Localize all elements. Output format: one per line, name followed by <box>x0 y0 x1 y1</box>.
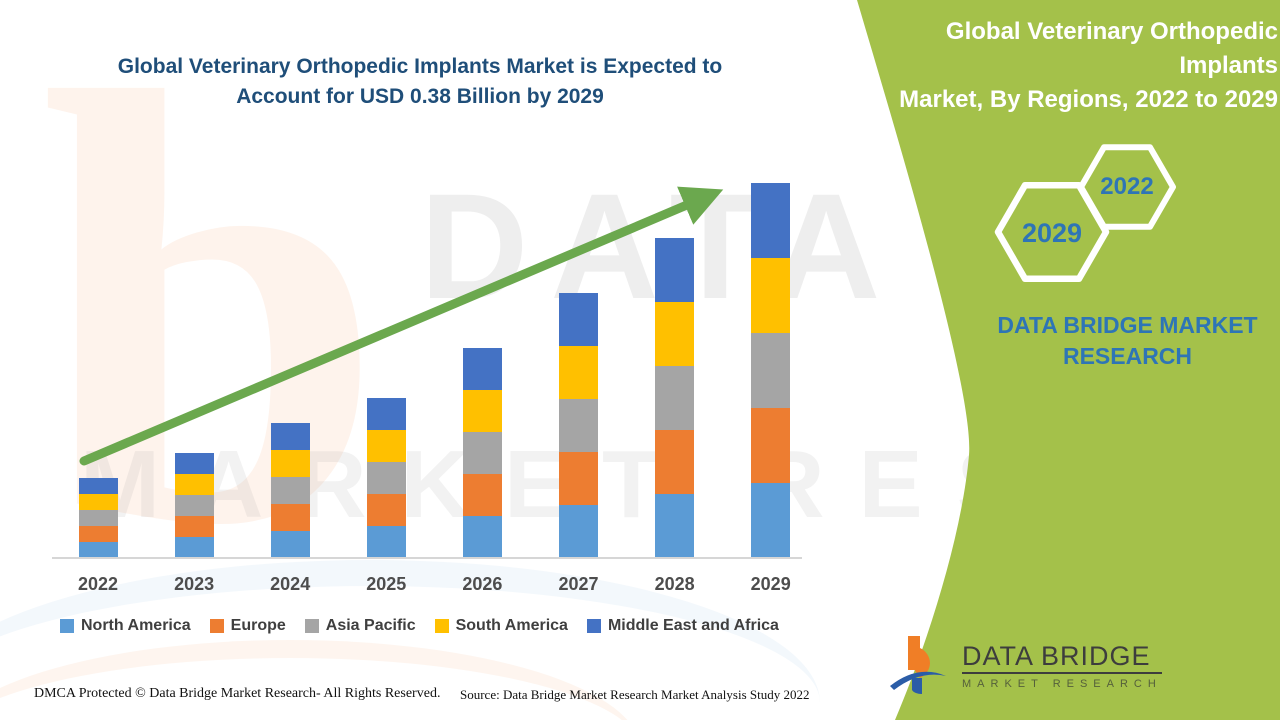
bar-2029-segment-asia-pacific <box>751 333 791 408</box>
legend-label: Asia Pacific <box>325 617 416 634</box>
legend-swatch <box>586 619 601 633</box>
legend-item-europe: Europe <box>209 617 286 635</box>
data-bridge-logo-text: DATA BRIDGE MARKET RESEARCH <box>962 642 1162 690</box>
legend-item-south-america: South America <box>434 617 568 635</box>
chart-legend: North America Europe Asia Pacific South Ame… <box>60 617 850 635</box>
legend-swatch <box>434 619 449 633</box>
x-axis-line <box>52 557 802 559</box>
bar-2022 <box>78 478 118 558</box>
bar-2026-segment-north-america <box>462 516 502 558</box>
bar-2029-segment-south-america <box>751 258 791 333</box>
data-bridge-logo: DATA BRIDGE MARKET RESEARCH <box>888 634 1162 698</box>
legend-swatch <box>60 619 74 633</box>
bar-2023-segment-europe <box>174 516 214 537</box>
x-axis-label-2028: 2028 <box>654 574 695 594</box>
bar-2023-segment-south-america <box>174 474 214 495</box>
data-bridge-logo-icon <box>890 636 946 695</box>
legend-label: North America <box>81 617 191 634</box>
bar-2024-segment-europe <box>270 504 310 531</box>
side-panel-title-line1: Global Veterinary Orthopedic Implants <box>945 18 1278 79</box>
logo-subname: MARKET RESEARCH <box>962 678 1162 690</box>
x-axis-label-2024: 2024 <box>270 574 311 594</box>
bar-2029 <box>751 183 791 558</box>
bar-2029-segment-north-america <box>751 483 791 558</box>
chart-title-line1: Global Veterinary Orthopedic Implants Ma… <box>117 55 723 78</box>
legend-item-north-america: North America <box>60 617 191 635</box>
x-axis-label-2025: 2025 <box>366 574 407 594</box>
bar-2029-segment-middle-east-and-africa <box>751 183 791 258</box>
bar-2029-segment-europe <box>751 408 791 483</box>
bar-2022-segment-south-america <box>78 494 118 510</box>
legend-label: Europe <box>230 617 286 634</box>
bar-2024-segment-asia-pacific <box>270 477 310 504</box>
legend-label: South America <box>455 617 568 634</box>
x-axis-label-2026: 2026 <box>462 574 503 594</box>
legend-label: Middle East and Africa <box>607 617 779 634</box>
bar-2023-segment-asia-pacific <box>174 495 214 516</box>
side-panel-title-line2: Market, By Regions, 2022 to 2029 <box>899 86 1278 113</box>
legend-swatch <box>304 619 319 633</box>
dmca-notice: DMCA Protected © Data Bridge Market Rese… <box>34 686 441 701</box>
hexagon-2022-label: 2022 <box>1100 173 1154 200</box>
bar-2025-segment-north-america <box>366 526 406 558</box>
chart-title: Global Veterinary Orthopedic Implants Ma… <box>30 52 810 112</box>
logo-name: DATA BRIDGE <box>962 642 1162 674</box>
side-panel-title: Global Veterinary Orthopedic Implants Ma… <box>858 15 1278 117</box>
chart-title-line2: Account for USD 0.38 Billion by 2029 <box>236 85 604 108</box>
bar-2023-segment-north-america <box>174 537 214 558</box>
x-axis-label-2022: 2022 <box>77 574 119 594</box>
legend-item-middle-east-and-africa: Middle East and Africa <box>586 617 779 635</box>
bar-2028-segment-north-america <box>655 494 695 558</box>
x-axis-label-2027: 2027 <box>558 574 599 594</box>
bar-2027-segment-north-america <box>559 505 598 558</box>
bar-2024-segment-north-america <box>270 531 310 558</box>
hexagon-2029-label: 2029 <box>1021 218 1083 248</box>
bar-2025-segment-europe <box>366 494 406 526</box>
source-note: Source: Data Bridge Market Research Mark… <box>460 687 810 702</box>
brand-caption-line2: RESEARCH <box>1062 343 1193 369</box>
brand-caption-line1: DATA BRIDGE MARKET <box>997 312 1258 338</box>
legend-swatch <box>209 619 224 633</box>
bar-2022-segment-asia-pacific <box>78 510 118 526</box>
bar-2025-segment-asia-pacific <box>366 462 406 494</box>
hexagon-2029 <box>994 181 1110 283</box>
brand-caption: DATA BRIDGE MARKET RESEARCH <box>970 310 1280 372</box>
bar-2022-segment-middle-east-and-africa <box>78 478 118 494</box>
bar-2022-segment-europe <box>78 526 118 542</box>
x-axis-label-2023: 2023 <box>174 574 215 594</box>
legend-item-asia-pacific: Asia Pacific <box>304 617 416 635</box>
bar-2022-segment-north-america <box>78 542 118 558</box>
x-axis-label-2029: 2029 <box>750 574 791 594</box>
bar-2026-segment-europe <box>462 474 502 516</box>
